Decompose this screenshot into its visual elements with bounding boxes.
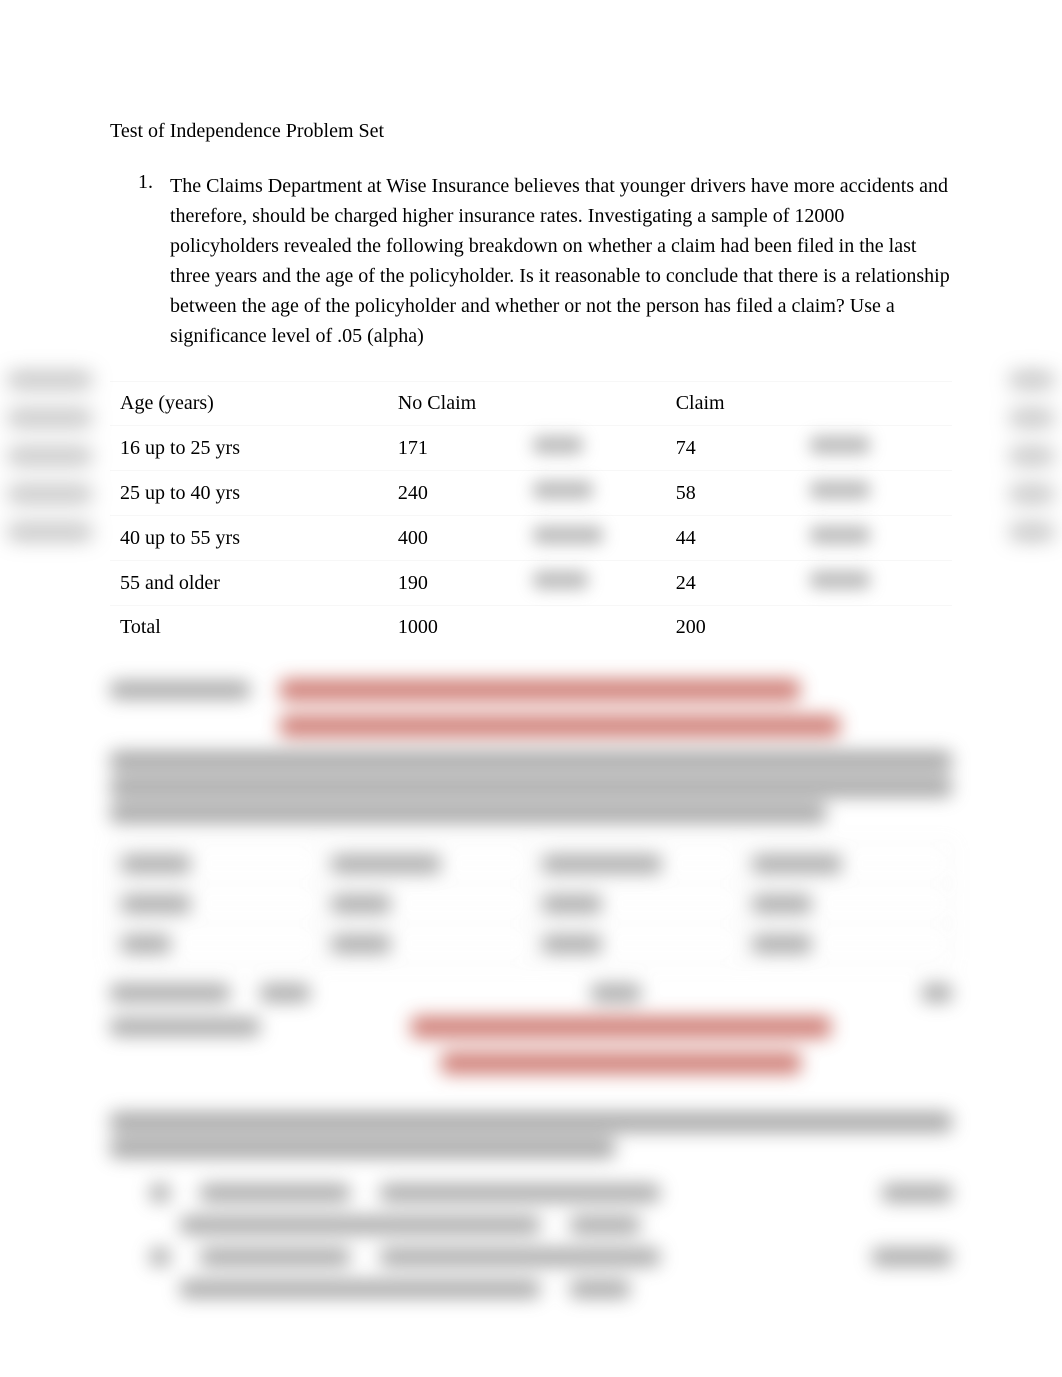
cell-claim: 24 [666,561,801,606]
table-row: 25 up to 40 yrs 240 58 [110,471,952,516]
cell-claim: 74 [666,426,801,471]
cell-noclaim: 400 [388,516,523,561]
blurred-secondary-table [110,843,952,964]
table-row: 55 and older 190 24 [110,561,952,606]
cell-noclaim: 190 [388,561,523,606]
cell-blur [523,606,666,650]
table-header-row: Age (years) No Claim Claim [110,382,952,426]
cell-blur [523,561,666,606]
table-row: 40 up to 55 yrs 400 44 [110,516,952,561]
cell-blur [523,426,666,471]
cell-blur [800,516,952,561]
cell-age: Total [110,606,388,650]
cell-claim: 200 [666,606,801,650]
cell-claim: 44 [666,516,801,561]
col-header-noclaim: No Claim [388,382,523,426]
col-header-age: Age (years) [110,382,388,426]
blurred-lower-content [110,679,952,1298]
right-margin-annotations [1002,350,1062,562]
cell-age: 55 and older [110,561,388,606]
table-row-total: Total 1000 200 [110,606,952,650]
table-row: 16 up to 25 yrs 171 74 [110,426,952,471]
cell-blur [523,471,666,516]
question-1: 1. The Claims Department at Wise Insuran… [110,171,952,351]
col-header-claim-expected [800,382,952,426]
cell-age: 40 up to 55 yrs [110,516,388,561]
cell-age: 16 up to 25 yrs [110,426,388,471]
cell-blur [800,606,952,650]
claims-table: Age (years) No Claim Claim 16 up to 25 y… [110,381,952,649]
col-header-claim: Claim [666,382,801,426]
cell-age: 25 up to 40 yrs [110,471,388,516]
cell-blur [523,516,666,561]
left-margin-annotations [0,350,100,562]
cell-noclaim: 240 [388,471,523,516]
page-title: Test of Independence Problem Set [110,120,952,143]
cell-claim: 58 [666,471,801,516]
col-header-noclaim-expected [523,382,666,426]
claims-table-wrap: Age (years) No Claim Claim 16 up to 25 y… [110,381,952,649]
cell-blur [800,471,952,516]
cell-noclaim: 1000 [388,606,523,650]
cell-noclaim: 171 [388,426,523,471]
cell-blur [800,426,952,471]
question-text: The Claims Department at Wise Insurance … [170,171,952,351]
cell-blur [800,561,952,606]
question-number: 1. [110,171,170,351]
